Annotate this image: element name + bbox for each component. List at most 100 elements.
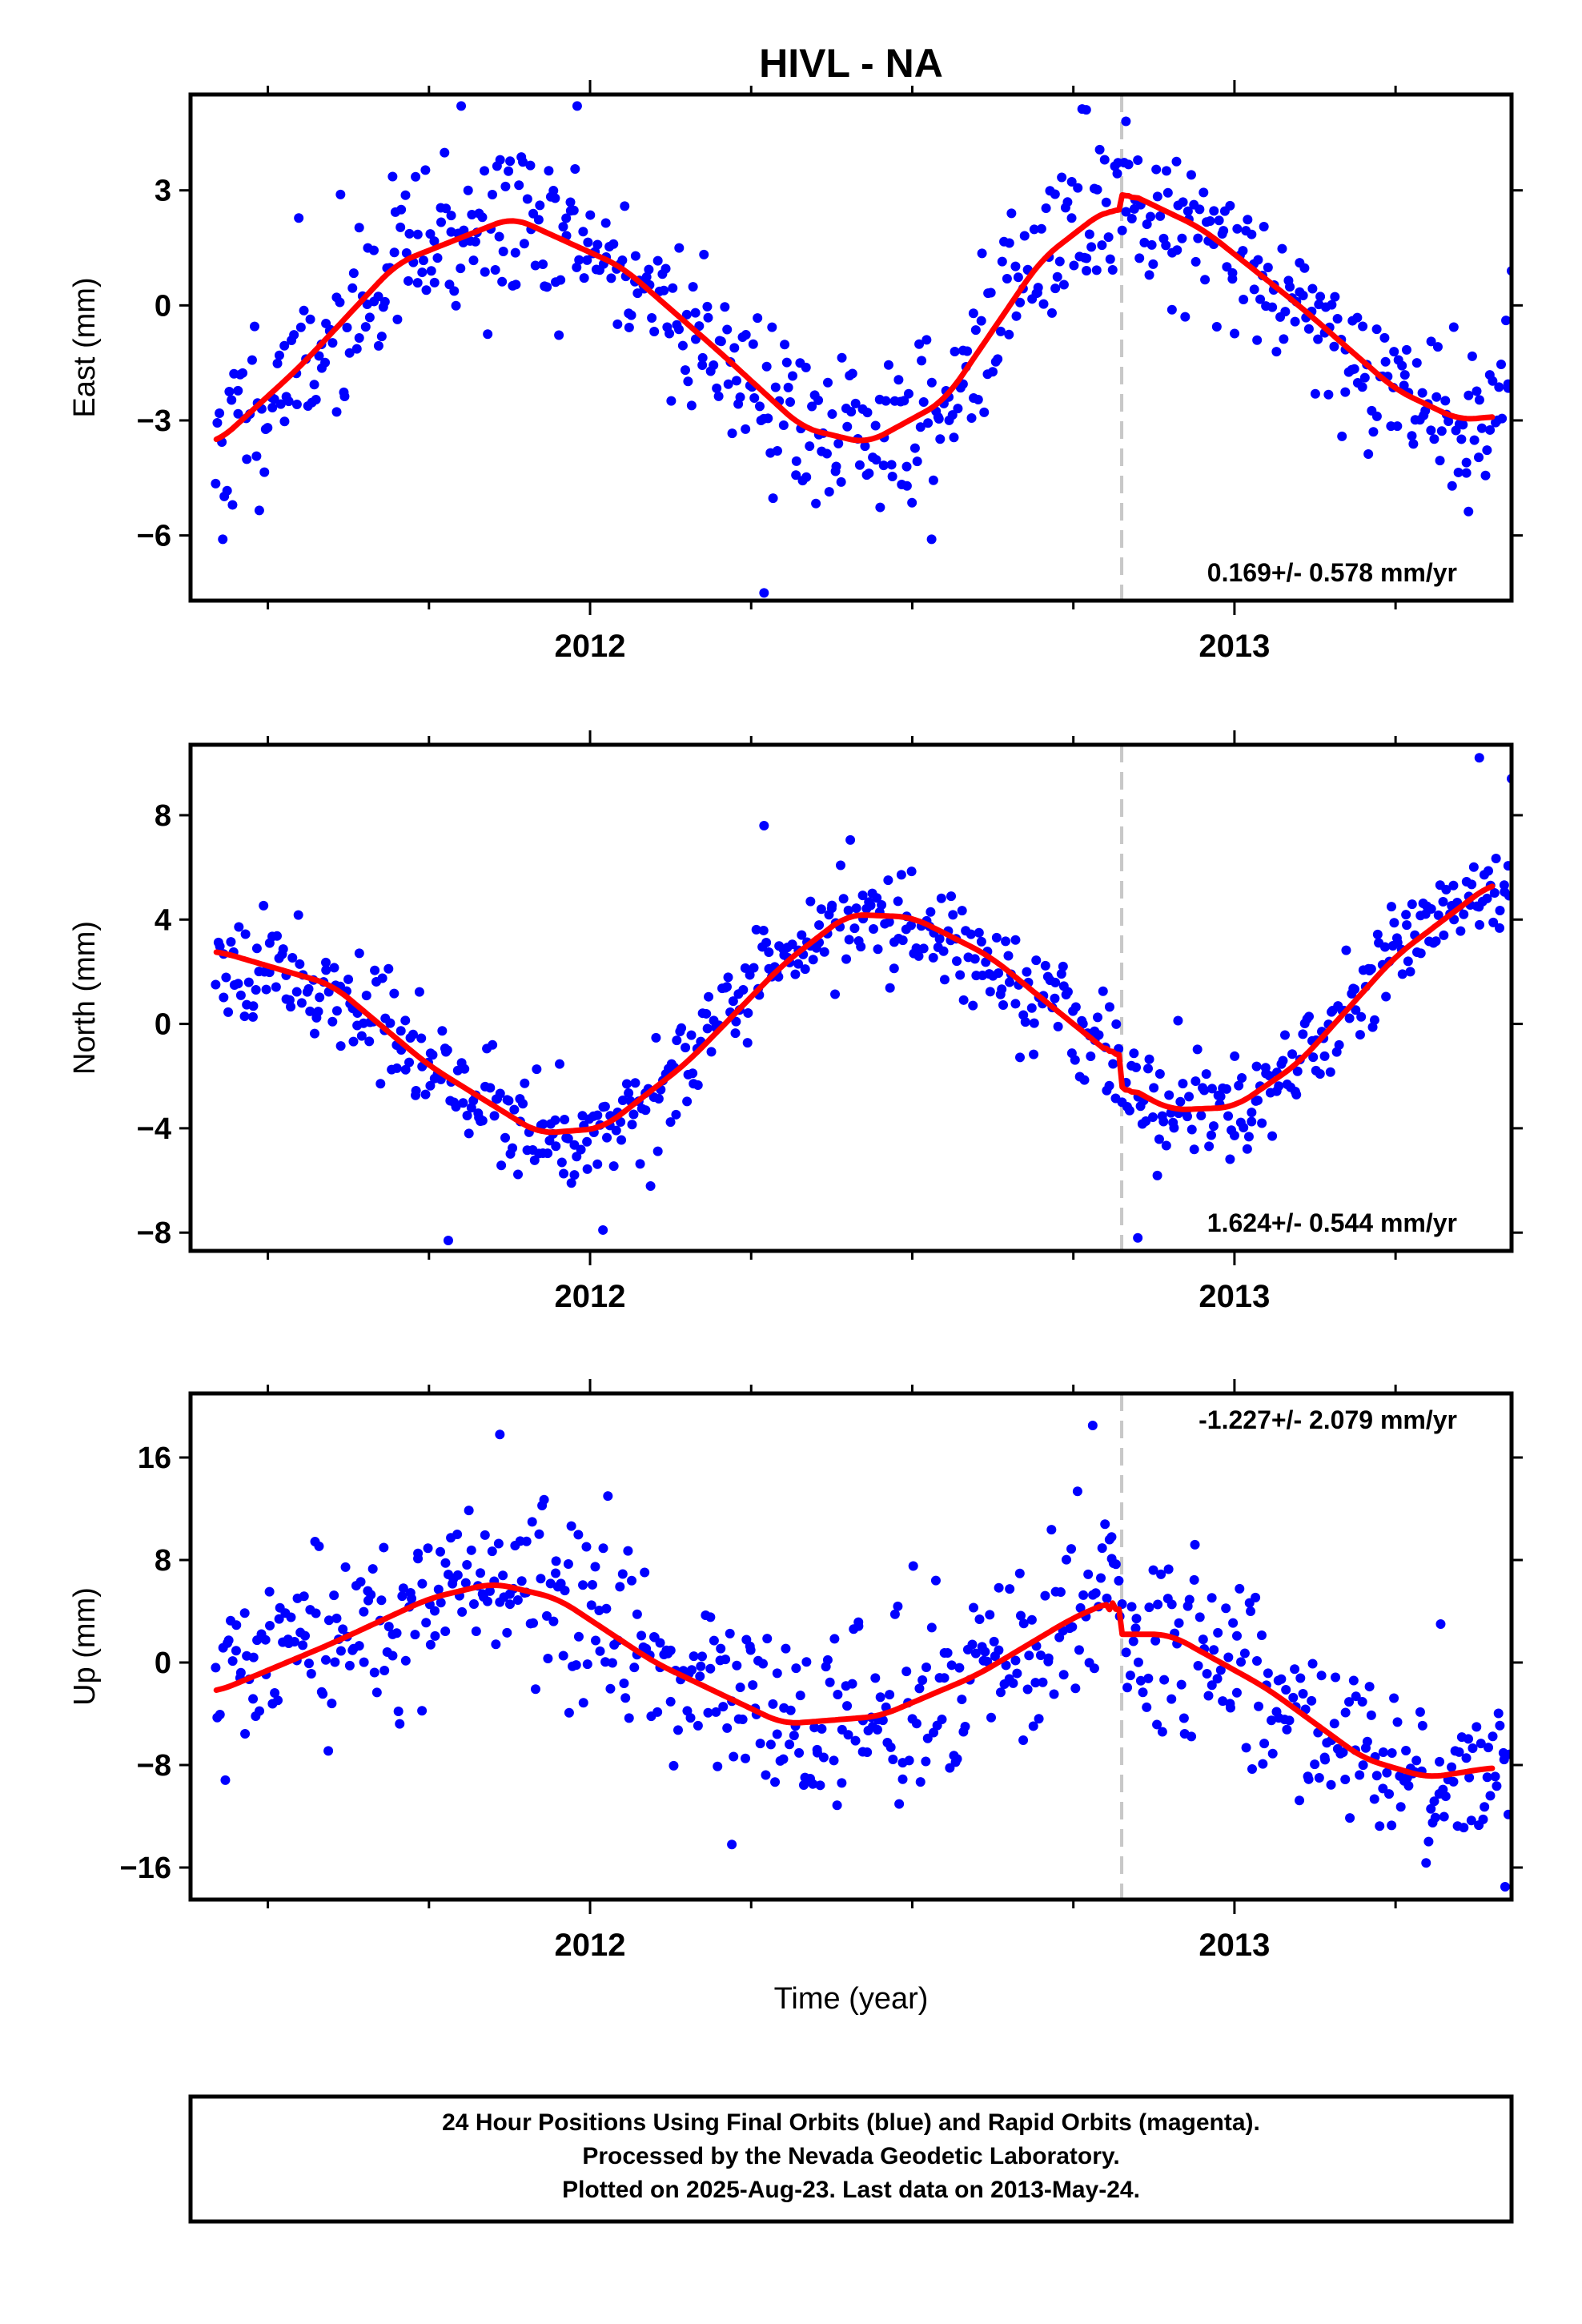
east-data-point xyxy=(467,210,477,220)
north-data-point xyxy=(1247,1116,1257,1127)
east-data-point xyxy=(1195,204,1205,215)
north-data-point xyxy=(1431,936,1441,947)
up-data-point xyxy=(1340,1775,1351,1785)
up-data-point xyxy=(264,1586,275,1597)
up-data-point xyxy=(1440,1791,1451,1802)
up-data-point xyxy=(560,1586,570,1596)
up-data-point xyxy=(1207,1680,1217,1691)
north-data-point xyxy=(1149,1083,1159,1093)
up-data-point xyxy=(915,1777,926,1787)
east-data-point xyxy=(1073,183,1083,193)
up-data-point xyxy=(904,1755,914,1766)
x-axis-label: Time (year) xyxy=(774,1982,929,2016)
east-data-point xyxy=(1432,342,1443,352)
up-data-point xyxy=(768,1699,778,1709)
east-data-point xyxy=(1011,311,1022,321)
up-data-point xyxy=(1010,1655,1021,1666)
up-data-point xyxy=(1043,1653,1054,1663)
up-y-tick-label: 0 xyxy=(155,1647,171,1680)
east-data-point xyxy=(1142,219,1152,230)
caption-line-3: Plotted on 2025-Aug-23. Last data on 201… xyxy=(562,2177,1140,2203)
north-data-point xyxy=(385,1018,396,1028)
east-data-point xyxy=(1359,372,1370,383)
east-data-point xyxy=(451,300,461,311)
east-data-point xyxy=(1379,332,1390,343)
north-data-point xyxy=(1369,1015,1379,1025)
up-data-point xyxy=(270,1688,280,1699)
up-data-point xyxy=(1176,1679,1186,1690)
east-data-point xyxy=(1066,213,1077,223)
up-data-point xyxy=(516,1576,527,1586)
east-data-point xyxy=(1472,386,1482,396)
up-data-point xyxy=(1202,1668,1212,1679)
north-data-point xyxy=(1003,951,1014,961)
up-data-point xyxy=(354,1641,364,1651)
north-data-point xyxy=(566,1178,576,1188)
north-data-point xyxy=(1004,977,1014,987)
up-data-point xyxy=(837,1778,847,1788)
north-data-point xyxy=(1441,884,1452,895)
north-data-point xyxy=(251,943,262,954)
east-data-point xyxy=(1290,316,1300,327)
north-data-point xyxy=(1319,1051,1330,1061)
up-data-point xyxy=(255,1706,265,1716)
north-data-point xyxy=(1022,967,1032,977)
up-data-point xyxy=(1329,1719,1339,1729)
north-data-point xyxy=(251,985,261,995)
east-data-point xyxy=(379,296,390,307)
east-data-point xyxy=(1279,334,1289,344)
north-data-point xyxy=(1152,1170,1162,1180)
north-data-point xyxy=(1448,880,1459,891)
up-rate-label: -1.227+/- 2.079 mm/yr xyxy=(1199,1405,1457,1434)
up-data-point xyxy=(1026,1614,1037,1625)
east-data-point xyxy=(791,456,801,466)
up-data-point xyxy=(330,1657,340,1667)
east-data-point xyxy=(950,346,960,356)
north-data-point xyxy=(1093,1012,1103,1023)
north-data-point xyxy=(958,995,969,1005)
north-data-point xyxy=(271,982,281,992)
up-data-point xyxy=(640,1567,650,1578)
up-data-point xyxy=(1495,1720,1505,1731)
north-data-point xyxy=(477,1116,488,1126)
north-data-point xyxy=(728,996,738,1007)
east-data-point xyxy=(511,279,521,290)
east-data-point xyxy=(574,255,584,265)
east-data-point xyxy=(1503,383,1512,393)
east-data-point xyxy=(227,395,237,405)
up-data-point xyxy=(551,1556,561,1566)
north-data-point xyxy=(805,896,816,907)
up-data-point xyxy=(493,1538,504,1549)
north-data-point xyxy=(370,965,380,975)
east-x-tick-label: 2012 xyxy=(555,629,626,664)
north-data-point xyxy=(1403,956,1413,967)
up-frame xyxy=(188,1391,1514,1902)
north-data-point xyxy=(513,1169,524,1180)
east-data-point xyxy=(494,231,504,242)
up-data-point xyxy=(1251,1592,1261,1602)
east-data-point xyxy=(339,391,350,401)
north-data-point xyxy=(851,903,861,914)
east-data-point xyxy=(901,480,912,491)
east-data-point xyxy=(487,189,497,199)
up-data-point xyxy=(897,1774,908,1784)
north-data-point xyxy=(1405,967,1415,977)
east-data-point xyxy=(1211,322,1222,332)
up-data-point xyxy=(571,1660,581,1671)
north-data-point xyxy=(640,1105,651,1116)
north-data-point xyxy=(800,964,810,975)
north-data-point xyxy=(464,1128,474,1139)
up-data-point xyxy=(600,1657,611,1667)
north-data-point xyxy=(554,1059,564,1069)
up-data-point xyxy=(624,1713,634,1723)
north-data-point xyxy=(865,900,876,911)
up-data-point xyxy=(1454,1747,1464,1757)
east-data-point xyxy=(1084,229,1094,239)
up-data-point xyxy=(741,1753,751,1763)
up-data-point xyxy=(211,1663,221,1673)
up-data-point xyxy=(1375,1821,1385,1831)
east-data-point xyxy=(373,292,383,302)
up-data-point xyxy=(809,1723,820,1733)
up-data-point xyxy=(369,1667,379,1678)
